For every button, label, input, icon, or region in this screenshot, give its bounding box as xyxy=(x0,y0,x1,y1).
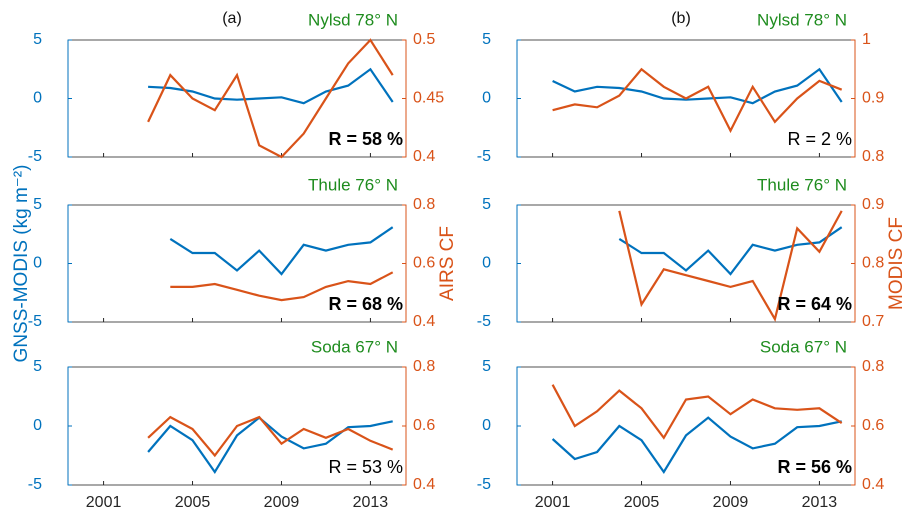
data-line xyxy=(552,67,843,105)
y2-tick-label: 0.4 xyxy=(413,313,435,330)
data-line xyxy=(618,226,843,276)
y-tick-label: -5 xyxy=(28,476,42,493)
y2-tick-label: 0.9 xyxy=(862,90,884,107)
y-tick-label: 0 xyxy=(33,255,42,272)
correlation: R = 56 % xyxy=(777,457,852,477)
y-axis-label: GNSS-MODIS (kg m⁻²) xyxy=(11,165,32,363)
panel-label: (b) xyxy=(671,10,691,27)
x-tick-label: 2001 xyxy=(86,494,122,511)
station-title: Thule 76° N xyxy=(308,175,398,194)
y-tick-label: -5 xyxy=(477,148,491,165)
y-tick-label: 0 xyxy=(33,417,42,434)
y-tick-label: -5 xyxy=(28,313,42,330)
x-tick-label: 2013 xyxy=(802,494,838,511)
station-title: Nylsd 78° N xyxy=(308,10,398,29)
y-tick-label: 5 xyxy=(33,196,42,213)
y2-tick-label: 1 xyxy=(862,31,871,48)
correlation: R = 58 % xyxy=(328,129,403,149)
y-tick-label: 0 xyxy=(482,417,491,434)
y2-tick-label: 0.8 xyxy=(862,358,884,375)
station-title: Soda 67° N xyxy=(311,337,398,356)
y2-tick-label: 0.8 xyxy=(862,255,884,272)
y-tick-label: 5 xyxy=(482,358,491,375)
y2-tick-label: 0.6 xyxy=(413,417,435,434)
y-tick-label: 5 xyxy=(33,358,42,375)
data-line xyxy=(170,271,394,302)
station-title: Thule 76° N xyxy=(757,175,847,194)
x-tick-label: 2001 xyxy=(535,494,571,511)
y2-axis-label: MODIS CF xyxy=(886,217,907,310)
y2-axis-label: AIRS CF xyxy=(437,226,458,301)
x-tick-label: 2013 xyxy=(353,494,389,511)
y2-tick-label: 0.4 xyxy=(862,476,884,493)
correlation: R = 68 % xyxy=(328,294,403,314)
y2-tick-label: 0.7 xyxy=(862,313,884,330)
y2-tick-label: 0.4 xyxy=(413,476,435,493)
data-line xyxy=(147,38,394,159)
data-line xyxy=(551,416,842,475)
data-line xyxy=(147,416,393,475)
y-tick-label: 5 xyxy=(482,31,491,48)
y-tick-label: 5 xyxy=(482,196,491,213)
y-tick-label: 5 xyxy=(33,31,42,48)
correlation: R = 53 % xyxy=(328,457,403,477)
y2-tick-label: 0.45 xyxy=(413,90,444,107)
y2-tick-label: 0.6 xyxy=(413,255,435,272)
data-line xyxy=(618,210,843,323)
station-title: Nylsd 78° N xyxy=(757,10,847,29)
y2-tick-label: 0.8 xyxy=(862,148,884,165)
y2-tick-label: 0.4 xyxy=(413,148,435,165)
x-tick-label: 2009 xyxy=(713,494,749,511)
y-tick-label: -5 xyxy=(28,148,42,165)
y2-tick-label: 0.6 xyxy=(862,417,884,434)
y2-tick-label: 0.9 xyxy=(862,196,884,213)
data-line xyxy=(551,384,843,440)
y-tick-label: -5 xyxy=(477,313,491,330)
y-tick-label: 0 xyxy=(33,90,42,107)
data-line xyxy=(147,415,394,458)
x-tick-label: 2005 xyxy=(175,494,211,511)
data-line xyxy=(552,67,843,134)
data-line xyxy=(169,226,394,276)
data-line xyxy=(148,67,394,105)
correlation: R = 2 % xyxy=(787,129,852,149)
y2-tick-label: 0.5 xyxy=(413,31,435,48)
x-tick-label: 2005 xyxy=(624,494,660,511)
panel-label: (a) xyxy=(222,10,242,27)
station-title: Soda 67° N xyxy=(760,337,847,356)
y-tick-label: 0 xyxy=(482,255,491,272)
y-tick-label: 0 xyxy=(482,90,491,107)
y2-tick-label: 0.8 xyxy=(413,358,435,375)
y2-tick-label: 0.8 xyxy=(413,196,435,213)
x-tick-label: 2009 xyxy=(264,494,300,511)
correlation: R = 64 % xyxy=(777,294,852,314)
y-tick-label: -5 xyxy=(477,476,491,493)
